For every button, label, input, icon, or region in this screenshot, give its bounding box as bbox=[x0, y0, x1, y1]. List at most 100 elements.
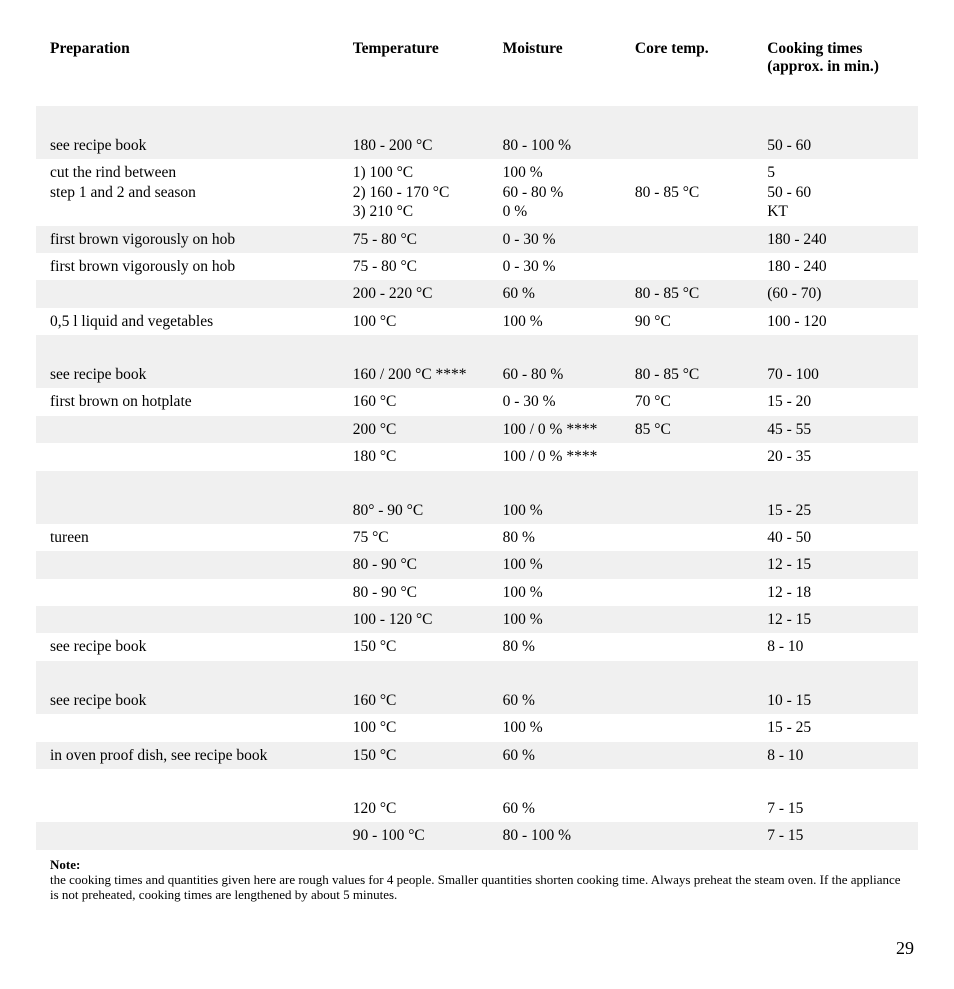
table-cell: first brown vigorously on hob bbox=[36, 253, 345, 280]
table-cell: 80 % bbox=[495, 524, 627, 551]
table-row: in oven proof dish, see recipe book150 °… bbox=[36, 742, 918, 769]
table-cell: 60 - 80 % bbox=[495, 361, 627, 388]
table-cell: see recipe book bbox=[36, 687, 345, 714]
table-cell: 80 - 85 °C bbox=[627, 280, 759, 307]
table-cell bbox=[627, 795, 759, 822]
blank-cell bbox=[36, 661, 918, 687]
table-cell: 180 - 240 bbox=[759, 253, 918, 280]
table-cell bbox=[627, 633, 759, 660]
table-cell: 200 °C bbox=[345, 416, 495, 443]
table-cell: 20 - 35 bbox=[759, 443, 918, 470]
table-cell: 100 - 120 bbox=[759, 308, 918, 335]
table-row bbox=[36, 661, 918, 687]
table-row bbox=[36, 106, 918, 132]
col-preparation: Preparation bbox=[36, 30, 345, 106]
table-row: 200 - 220 °C60 %80 - 85 °C(60 - 70) bbox=[36, 280, 918, 307]
table-cell bbox=[627, 524, 759, 551]
table-cell: 90 - 100 °C bbox=[345, 822, 495, 849]
table-cell: 0 - 30 % bbox=[495, 253, 627, 280]
table-row: 80 - 90 °C100 %12 - 18 bbox=[36, 579, 918, 606]
table-cell bbox=[36, 822, 345, 849]
table-cell bbox=[36, 714, 345, 741]
table-cell: 80 - 85 °C bbox=[627, 361, 759, 388]
table-body: see recipe book180 - 200 °C80 - 100 %50 … bbox=[36, 106, 918, 850]
table-row: tureen75 °C80 % 40 - 50 bbox=[36, 524, 918, 551]
table-cell: 60 % bbox=[495, 742, 627, 769]
table-cell: 160 / 200 °C **** bbox=[345, 361, 495, 388]
table-cell bbox=[36, 606, 345, 633]
table-cell: 75 - 80 °C bbox=[345, 253, 495, 280]
table-row: first brown vigorously on hob75 - 80 °C0… bbox=[36, 253, 918, 280]
table-row: 80 - 90 °C100 %12 - 15 bbox=[36, 551, 918, 578]
cooking-table: Preparation Temperature Moisture Core te… bbox=[36, 30, 918, 850]
table-cell bbox=[627, 714, 759, 741]
table-cell: 100 °C bbox=[345, 714, 495, 741]
table-cell: 15 - 20 bbox=[759, 388, 918, 415]
page-number: 29 bbox=[36, 938, 918, 959]
table-row: 180 °C100 / 0 % **** 20 - 35 bbox=[36, 443, 918, 470]
table-row: 200 °C100 / 0 % ****85 °C45 - 55 bbox=[36, 416, 918, 443]
table-cell: 12 - 15 bbox=[759, 551, 918, 578]
table-cell: 15 - 25 bbox=[759, 497, 918, 524]
table-cell bbox=[627, 132, 759, 159]
table-cell: see recipe book bbox=[36, 361, 345, 388]
col-moisture: Moisture bbox=[495, 30, 627, 106]
table-cell: 100 / 0 % **** bbox=[495, 416, 627, 443]
table-cell: 85 °C bbox=[627, 416, 759, 443]
table-cell bbox=[627, 443, 759, 470]
note-body: the cooking times and quantities given h… bbox=[50, 872, 901, 902]
table-cell: tureen bbox=[36, 524, 345, 551]
table-cell: 70 °C bbox=[627, 388, 759, 415]
table-cell: 100 °C bbox=[345, 308, 495, 335]
blank-cell bbox=[36, 471, 918, 497]
table-cell bbox=[36, 551, 345, 578]
table-cell bbox=[627, 822, 759, 849]
table-cell: 100 % bbox=[495, 579, 627, 606]
table-cell: 60 % bbox=[495, 687, 627, 714]
note-section: Note: the cooking times and quantities g… bbox=[36, 858, 906, 903]
table-cell bbox=[627, 253, 759, 280]
table-cell: 80 - 90 °C bbox=[345, 551, 495, 578]
table-row: see recipe book160 °C60 %10 - 15 bbox=[36, 687, 918, 714]
table-cell: 8 - 10 bbox=[759, 742, 918, 769]
table-cell: 180 - 200 °C bbox=[345, 132, 495, 159]
table-row: 100 °C100 %15 - 25 bbox=[36, 714, 918, 741]
table-cell bbox=[627, 687, 759, 714]
table-cell: 40 - 50 bbox=[759, 524, 918, 551]
blank-cell bbox=[36, 335, 918, 361]
table-cell: 200 - 220 °C bbox=[345, 280, 495, 307]
table-row bbox=[36, 471, 918, 497]
table-cell: 75 °C bbox=[345, 524, 495, 551]
table-cell: 100 % bbox=[495, 308, 627, 335]
table-row: see recipe book180 - 200 °C80 - 100 %50 … bbox=[36, 132, 918, 159]
table-cell: 10 - 15 bbox=[759, 687, 918, 714]
table-cell bbox=[36, 579, 345, 606]
table-row: first brown on hotplate160 °C0 - 30 %70 … bbox=[36, 388, 918, 415]
table-cell: 100 / 0 % **** bbox=[495, 443, 627, 470]
table-row: 80° - 90 °C100 %15 - 25 bbox=[36, 497, 918, 524]
table-cell: 80 % bbox=[495, 633, 627, 660]
table-cell: 180 °C bbox=[345, 443, 495, 470]
table-cell: 100 %60 - 80 %0 % bbox=[495, 159, 627, 225]
table-cell: 15 - 25 bbox=[759, 714, 918, 741]
table-cell: 100 % bbox=[495, 606, 627, 633]
note-label: Note: bbox=[50, 857, 80, 872]
table-cell: 150 °C bbox=[345, 633, 495, 660]
table-cell: 80 - 100 % bbox=[495, 822, 627, 849]
table-cell: 160 °C bbox=[345, 388, 495, 415]
table-cell bbox=[36, 497, 345, 524]
table-cell: (60 - 70) bbox=[759, 280, 918, 307]
table-cell: 8 - 10 bbox=[759, 633, 918, 660]
table-cell bbox=[627, 551, 759, 578]
table-cell bbox=[627, 742, 759, 769]
col-cooking-times: Cooking times (approx. in min.) bbox=[759, 30, 918, 106]
table-cell: 80 - 85 °C bbox=[627, 159, 759, 225]
table-cell: 90 °C bbox=[627, 308, 759, 335]
table-cell: 60 % bbox=[495, 280, 627, 307]
table-row: see recipe book150 °C80 %8 - 10 bbox=[36, 633, 918, 660]
table-header: Preparation Temperature Moisture Core te… bbox=[36, 30, 918, 106]
table-cell: 0,5 l liquid and vegetables bbox=[36, 308, 345, 335]
table-cell bbox=[36, 280, 345, 307]
table-cell bbox=[627, 579, 759, 606]
table-cell: 12 - 18 bbox=[759, 579, 918, 606]
